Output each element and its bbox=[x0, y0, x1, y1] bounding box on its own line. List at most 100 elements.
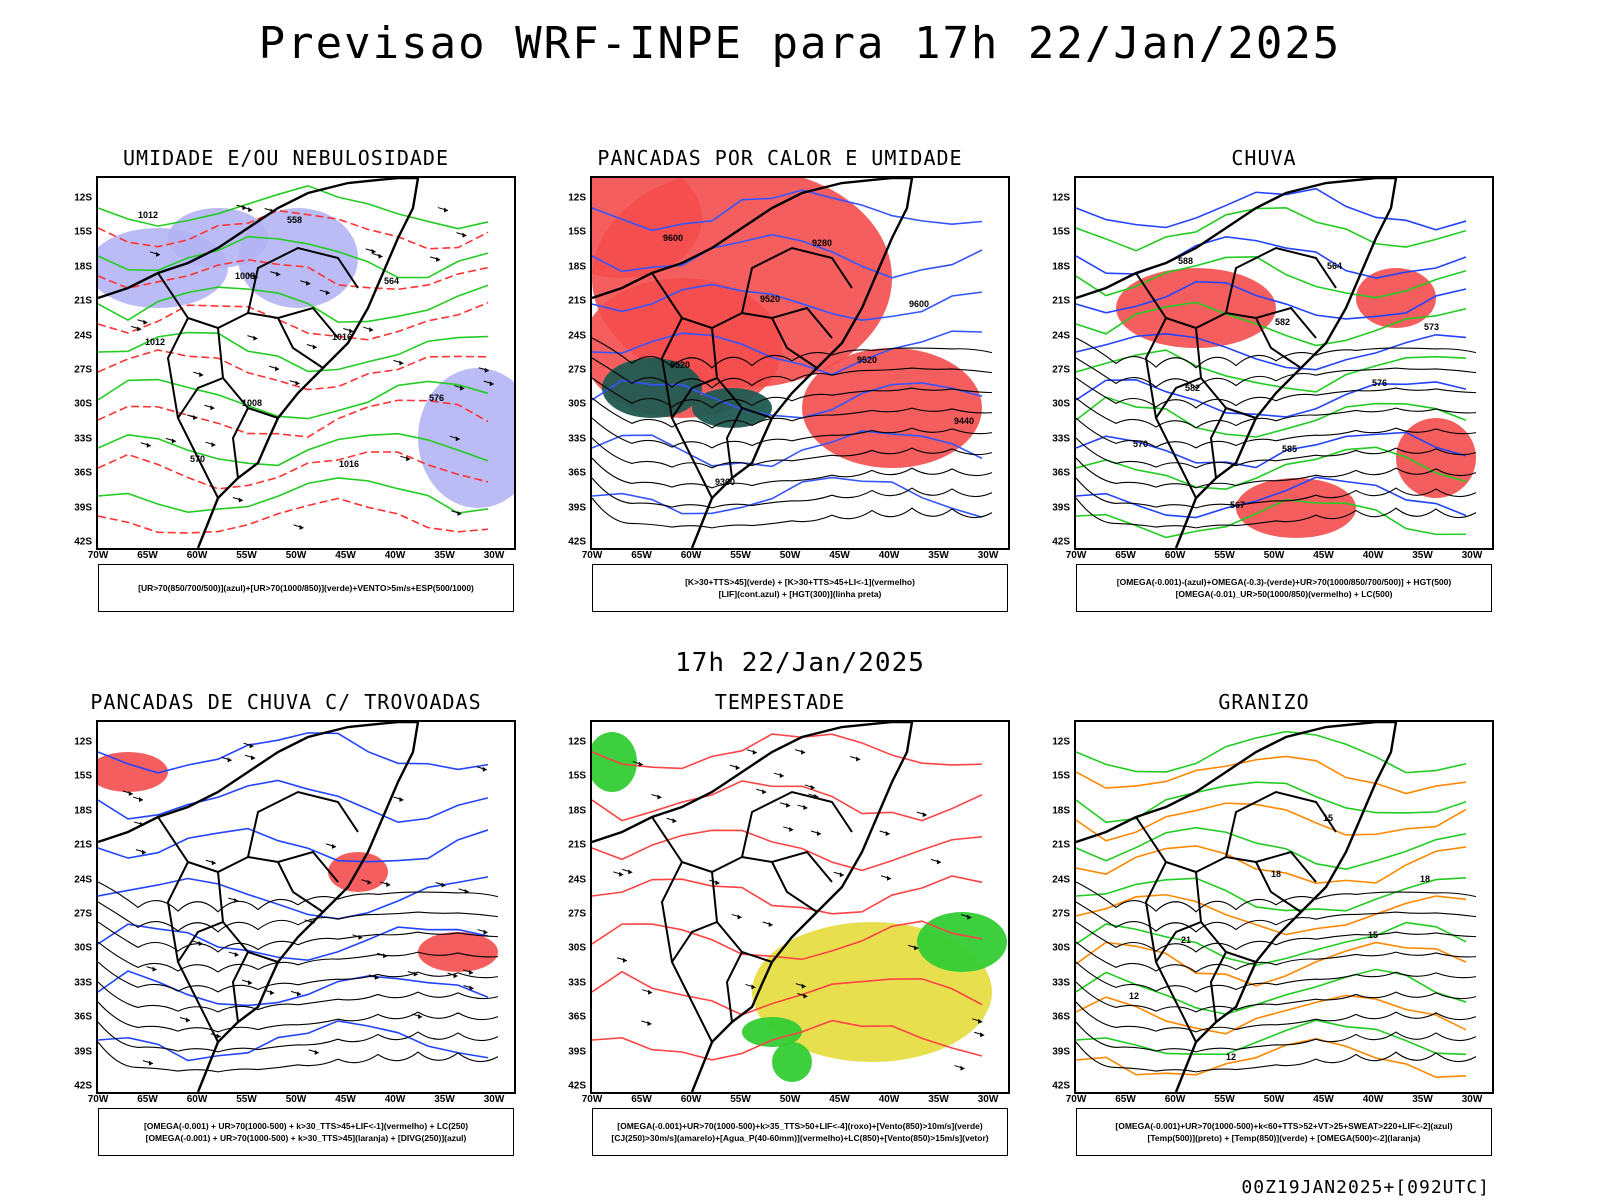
contour-line bbox=[1076, 876, 1467, 912]
lat-tick-label: 42S bbox=[568, 1080, 586, 1092]
lon-tick-label: 35W bbox=[434, 550, 455, 561]
contour-line bbox=[592, 476, 983, 518]
lat-tick-label: 24S bbox=[568, 330, 586, 342]
contour-line bbox=[98, 209, 489, 250]
lon-tick-label: 60W bbox=[186, 550, 208, 561]
run-timestamp: 00Z19JAN2025+[092UTC] bbox=[1241, 1177, 1490, 1198]
lon-tick-label: 55W bbox=[236, 1094, 257, 1105]
contour-label: 15 bbox=[1368, 930, 1378, 940]
contour-label: 558 bbox=[287, 215, 302, 225]
lat-tick-label: 15S bbox=[1052, 770, 1070, 782]
wind-arrow bbox=[308, 1049, 319, 1055]
wind-arrow bbox=[290, 990, 302, 997]
country-border bbox=[277, 861, 324, 913]
lat-tick-label: 12S bbox=[74, 736, 92, 748]
lon-tick-label: 35W bbox=[1412, 550, 1433, 561]
country-border bbox=[671, 377, 718, 419]
contour-label: 18 bbox=[1420, 874, 1430, 884]
wind-arrow bbox=[622, 868, 633, 875]
wind-arrow bbox=[804, 784, 815, 790]
contour-label: 576 bbox=[429, 393, 444, 403]
shaded-region bbox=[238, 208, 358, 308]
contour-line bbox=[98, 349, 489, 391]
contour-line bbox=[592, 379, 983, 419]
lat-tick-label: 21S bbox=[74, 839, 92, 851]
panel-umidade: UMIDADE E/OU NEBULOSIDADE 12S 15S 18S 21S 24S… bbox=[56, 146, 516, 636]
lat-tick-label: 12S bbox=[1052, 192, 1070, 204]
wind-arrow bbox=[343, 328, 354, 334]
wind-arrow bbox=[762, 921, 773, 928]
wind-arrow bbox=[833, 871, 844, 878]
contour-label: 9600 bbox=[909, 299, 929, 309]
lat-tick-label: 36S bbox=[1052, 467, 1070, 479]
wind-arrow bbox=[449, 435, 460, 442]
latitude-axis: 12S 15S 18S 21S 24S 27S 30S 33S 36S 39S 42S bbox=[56, 720, 96, 1094]
lon-tick-label: 45W bbox=[335, 1094, 356, 1105]
lat-tick-label: 21S bbox=[1052, 295, 1070, 307]
lat-tick-label: 12S bbox=[568, 736, 586, 748]
panel-legend: [K>30+TTS>45](verde) + [K>30+TTS>45+LI<-… bbox=[592, 564, 1008, 612]
lon-tick-label: 60W bbox=[680, 550, 702, 561]
contour-line bbox=[592, 1019, 983, 1061]
lat-tick-label: 21S bbox=[568, 295, 586, 307]
contour-line bbox=[1076, 235, 1467, 279]
lat-tick-label: 33S bbox=[1052, 977, 1070, 989]
wind-arrow bbox=[365, 248, 376, 254]
wind-arrow bbox=[187, 414, 198, 420]
longitude-axis: 70W 65W 60W 55W 50W 45W 40W 35W 30W bbox=[88, 550, 516, 564]
lon-tick-label: 55W bbox=[236, 550, 257, 561]
contour-line bbox=[1076, 379, 1467, 418]
wind-arrow bbox=[478, 367, 489, 373]
streamline bbox=[592, 337, 993, 369]
streamline bbox=[98, 901, 499, 933]
lon-tick-label: 65W bbox=[631, 1094, 652, 1105]
contour-line bbox=[1076, 781, 1467, 824]
country-border bbox=[277, 317, 324, 369]
lat-tick-label: 24S bbox=[568, 874, 586, 886]
lon-tick-label: 50W bbox=[1263, 1094, 1285, 1105]
forecast-map: 588 582 576 570 567 564 573 582 585 bbox=[1074, 176, 1494, 550]
wind-arrow bbox=[270, 271, 281, 277]
lat-tick-label: 15S bbox=[74, 770, 92, 782]
panel-tempestade: TEMPESTADE 12S 15S 18S 21S 24S 27S 30S 33S 36S 39S… bbox=[550, 690, 1010, 1180]
contour-label: 9360 bbox=[715, 477, 735, 487]
lat-tick-label: 39S bbox=[74, 502, 92, 514]
wind-arrow bbox=[463, 985, 474, 991]
country-border bbox=[1209, 407, 1227, 479]
wind-arrow bbox=[363, 326, 374, 333]
country-border bbox=[247, 246, 359, 314]
contour-line bbox=[592, 330, 983, 376]
contour-line bbox=[1076, 921, 1467, 967]
legend-line: [Temp(500)](preto) + [Temp(850)](verde) … bbox=[1147, 1133, 1421, 1143]
wind-arrow bbox=[179, 1017, 191, 1023]
forecast-map: 1012 1008 1016 576 570 558 564 1012 1008 1016 bbox=[96, 176, 516, 550]
contour-line bbox=[98, 399, 489, 438]
streamline bbox=[1076, 337, 1477, 369]
wind-arrow bbox=[451, 510, 462, 516]
contour-label: 1012 bbox=[145, 337, 165, 347]
wind-arrow bbox=[293, 524, 304, 530]
shaded-region bbox=[168, 208, 268, 268]
forecast-map bbox=[96, 720, 516, 1094]
wind-arrow bbox=[122, 790, 133, 796]
wind-arrow bbox=[205, 859, 216, 866]
wind-arrow bbox=[916, 811, 927, 818]
wind-arrow bbox=[613, 871, 624, 877]
lon-tick-label: 40W bbox=[878, 550, 900, 561]
wind-arrow bbox=[437, 207, 449, 213]
wind-arrow bbox=[193, 371, 204, 378]
panel-trovoadas: PANCADAS DE CHUVA C/ TROVOADAS 12S 15S 18S 2… bbox=[56, 690, 516, 1180]
streamline bbox=[1076, 961, 1477, 993]
panel-title: PANCADAS DE CHUVA C/ TROVOADAS bbox=[90, 690, 482, 714]
contour-label: 9520 bbox=[760, 294, 780, 304]
lat-tick-label: 24S bbox=[1052, 330, 1070, 342]
contour-label: 585 bbox=[1282, 444, 1297, 454]
forecast-map: 9600 9520 9520 9440 9360 9280 9600 9520 bbox=[590, 176, 1010, 550]
wind-arrow bbox=[243, 742, 254, 749]
lon-tick-label: 30W bbox=[1461, 550, 1483, 561]
wind-arrow bbox=[972, 1018, 983, 1024]
country-border bbox=[177, 377, 224, 419]
streamline bbox=[1076, 941, 1477, 973]
lon-tick-label: 45W bbox=[335, 550, 356, 561]
wind-arrow bbox=[709, 879, 720, 886]
